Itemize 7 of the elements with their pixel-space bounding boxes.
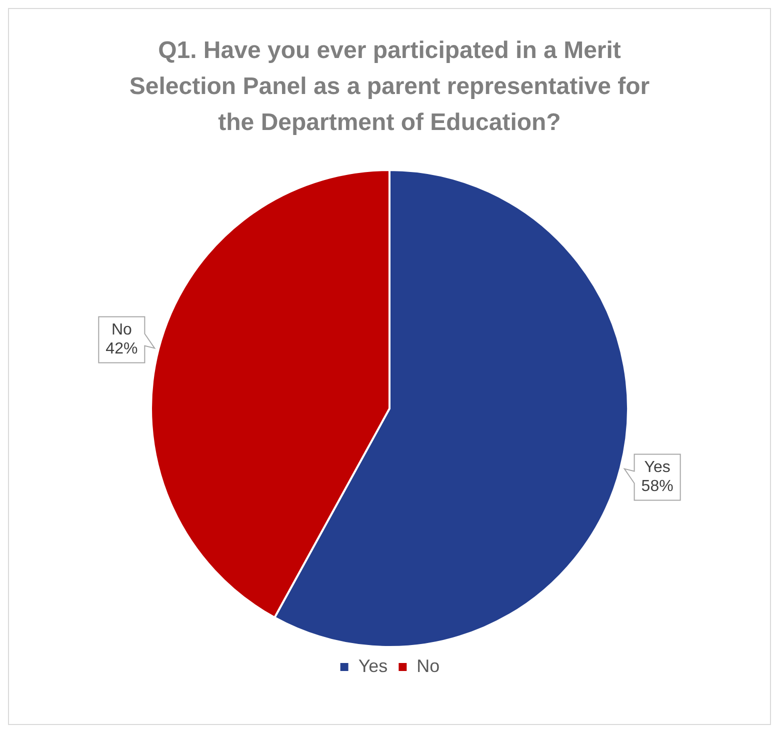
legend-label: Yes: [358, 656, 388, 676]
slice-label: No: [111, 322, 132, 339]
chart-title: Q1. Have you ever participated in a Merit Selection Panel as a parent representative for the Department of Education?: [128, 36, 651, 138]
legend-label: No: [416, 656, 440, 676]
data-label: 42%: [106, 340, 138, 358]
slice-label: Yes: [644, 459, 670, 476]
data-label: 58%: [641, 478, 674, 496]
